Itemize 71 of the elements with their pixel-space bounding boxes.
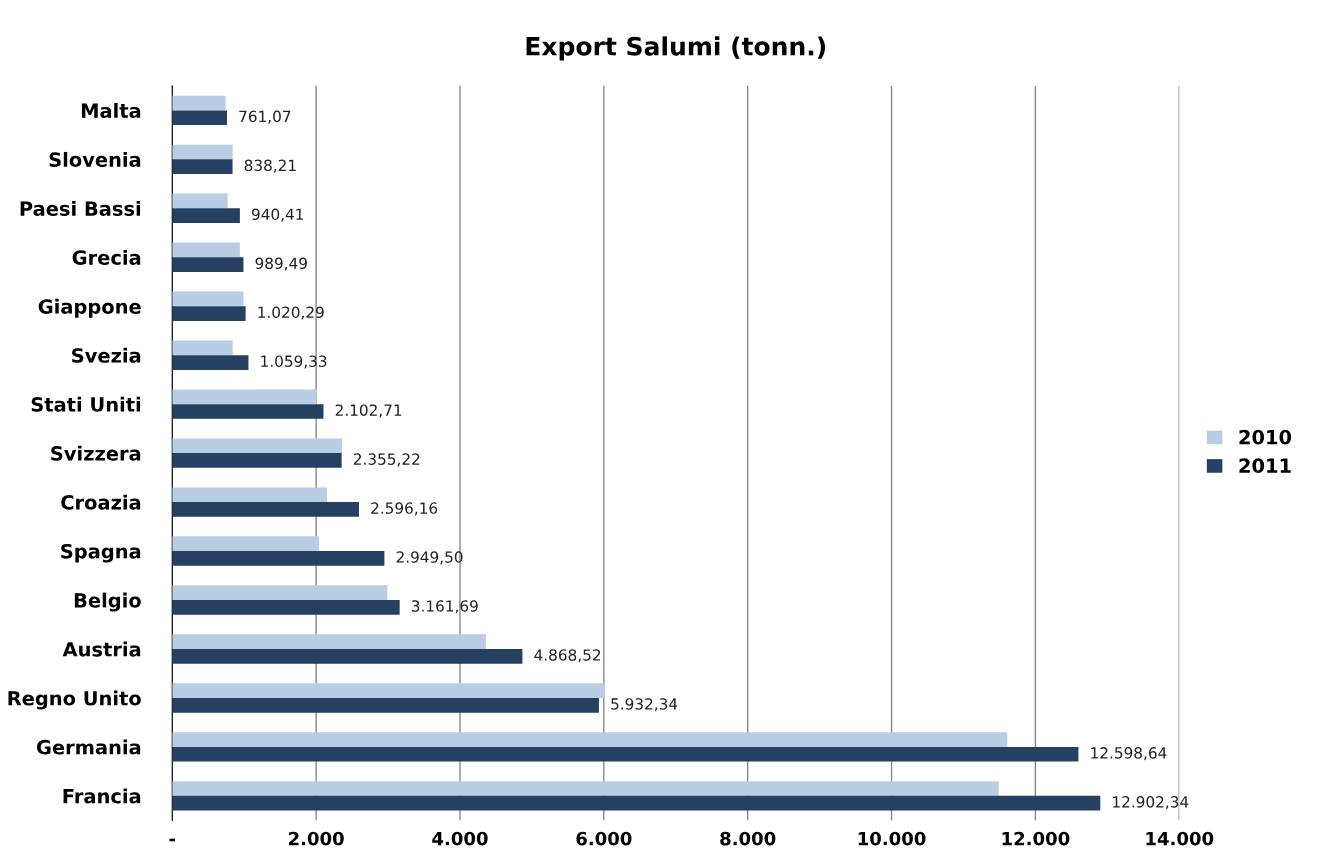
y-tick-label: Svezia <box>72 347 141 363</box>
data-label: 2.102,71 <box>335 404 402 418</box>
legend-label: 2011 <box>1239 458 1291 474</box>
bar <box>172 193 228 209</box>
bar <box>172 355 249 370</box>
data-label: 5.932,34 <box>611 698 678 712</box>
data-label: 1.020,29 <box>258 306 324 320</box>
bar <box>172 291 244 307</box>
bar <box>172 795 1101 811</box>
data-label: 761,07 <box>239 110 291 124</box>
x-tick-label: 6.000 <box>576 831 632 846</box>
bar <box>172 389 317 405</box>
y-tick-label: Francia <box>63 788 141 804</box>
bar <box>172 453 342 468</box>
x-tick-label: 10.000 <box>858 831 926 846</box>
bar <box>172 502 359 517</box>
bar <box>172 600 400 615</box>
bar <box>172 697 599 713</box>
bar <box>172 438 342 454</box>
y-tick-label: Svizzera <box>51 445 141 461</box>
bar <box>172 634 486 649</box>
bar <box>172 208 240 223</box>
bar <box>172 340 233 356</box>
x-tick-label: 14.000 <box>1146 831 1214 846</box>
bar <box>172 95 226 111</box>
y-tick-label: Grecia <box>72 249 141 265</box>
chart-title: Export Salumi (tonn.) <box>526 36 826 61</box>
bar <box>172 551 385 566</box>
data-label: 2.355,22 <box>353 453 420 467</box>
bar <box>172 781 999 796</box>
y-tick-label: Malta <box>81 102 141 119</box>
y-tick-label: Spagna <box>61 543 141 563</box>
data-label: 4.868,52 <box>534 649 601 663</box>
bar <box>172 585 388 601</box>
y-tick-label: Slovenia <box>49 151 141 168</box>
bar <box>172 242 240 258</box>
data-label: 3.161,69 <box>411 600 478 614</box>
bar <box>172 746 1079 762</box>
data-label: 838,21 <box>244 159 296 173</box>
x-tick-label: 8.000 <box>720 831 776 846</box>
y-tick-label: Paesi Bassi <box>20 200 141 216</box>
bar <box>172 536 319 552</box>
data-label: 12.598,64 <box>1091 747 1167 761</box>
bar <box>172 732 1008 747</box>
bar <box>172 110 227 126</box>
y-tick-label: Giappone <box>38 298 141 318</box>
data-label: 989,49 <box>255 257 307 271</box>
data-label: 940,41 <box>251 208 304 222</box>
y-tick-label: Austria <box>62 641 141 657</box>
bar <box>172 683 605 698</box>
bar <box>172 257 244 272</box>
y-tick-label: Germania <box>36 739 141 755</box>
x-tick-label: 2.000 <box>288 831 344 846</box>
data-label: 2.596,16 <box>371 502 438 516</box>
bar <box>172 144 233 160</box>
bar <box>172 159 233 175</box>
y-tick-label: Croazia <box>61 494 141 510</box>
y-tick-label: Stati Uniti <box>31 396 141 412</box>
x-tick-label: 4.000 <box>432 831 488 846</box>
y-tick-label: Belgio <box>74 592 141 612</box>
data-label: 2.949,50 <box>396 551 463 565</box>
data-label: 1.059,33 <box>261 355 327 369</box>
x-tick-label: 12.000 <box>1002 831 1070 846</box>
bar <box>172 306 246 321</box>
y-tick-label: Regno Unito <box>8 690 141 710</box>
data-label: 12.902,34 <box>1113 796 1189 810</box>
x-tick-label: - <box>169 838 176 842</box>
legend-label: 2010 <box>1239 429 1292 445</box>
bar <box>172 648 523 664</box>
bar <box>172 487 327 503</box>
bar <box>172 404 324 419</box>
